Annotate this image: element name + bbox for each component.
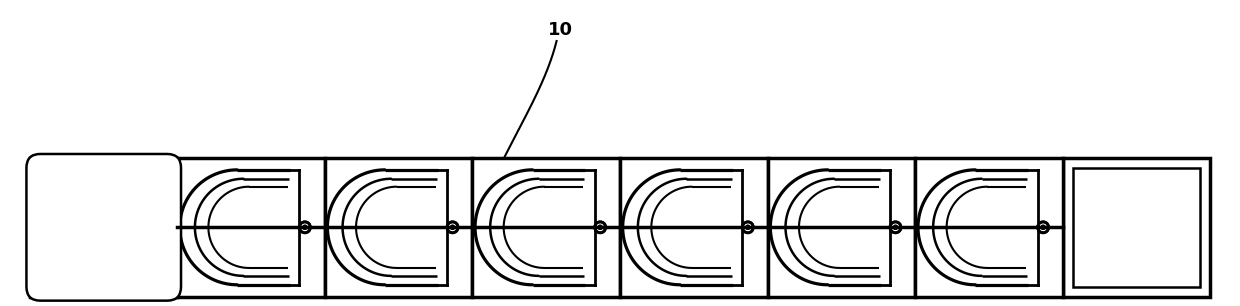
Circle shape [1042, 225, 1045, 229]
Bar [915, 158, 1063, 297]
Circle shape [745, 225, 750, 229]
Circle shape [303, 225, 306, 229]
Bar [620, 158, 768, 297]
Circle shape [894, 225, 898, 229]
Bar [1063, 158, 1209, 297]
Bar [325, 158, 472, 297]
Circle shape [598, 225, 603, 229]
Circle shape [1042, 225, 1045, 229]
Circle shape [450, 225, 455, 229]
Circle shape [303, 225, 306, 229]
Circle shape [894, 225, 898, 229]
Bar [472, 158, 620, 297]
Circle shape [745, 225, 750, 229]
Text: 10: 10 [548, 21, 573, 39]
Bar [768, 158, 915, 297]
Bar [31, 158, 177, 297]
Circle shape [450, 225, 455, 229]
Bar [1073, 168, 1199, 287]
Circle shape [598, 225, 603, 229]
Bar [177, 158, 325, 297]
FancyBboxPatch shape [26, 154, 181, 301]
